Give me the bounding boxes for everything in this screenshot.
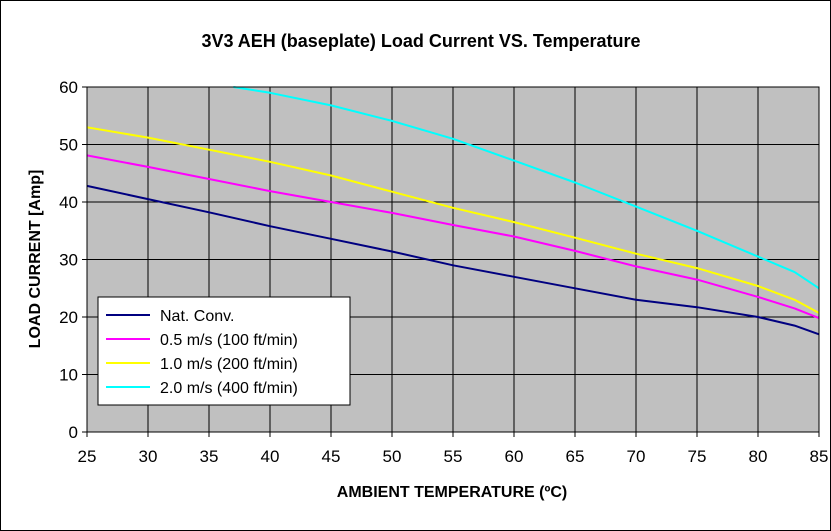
- y-tick-label: 0: [69, 423, 78, 442]
- series-line-1: [86, 184, 820, 336]
- chart-title: 3V3 AEH (baseplate) Load Current VS. Tem…: [201, 31, 640, 51]
- plot-border: [86, 86, 820, 433]
- legend-label: 2.0 m/s (400 ft/min): [160, 380, 298, 397]
- x-tick-label: 35: [200, 447, 219, 466]
- x-tick-label: 55: [444, 447, 463, 466]
- y-tick-label: 10: [59, 366, 78, 385]
- series-lines: [86, 86, 820, 336]
- series-line-4: [233, 86, 820, 290]
- legend-label: Nat. Conv.: [160, 308, 234, 325]
- series-line-3: [86, 126, 820, 314]
- y-tick-label: 40: [59, 193, 78, 212]
- y-tick-label: 20: [59, 308, 78, 327]
- tick-labels: 25 30 35 40 45 50 55 60 65 70 75 80 85 0 10 20 30 40 50 60: [59, 78, 828, 466]
- x-tick-label: 40: [261, 447, 280, 466]
- x-tick-label: 65: [566, 447, 585, 466]
- y-tick-label: 60: [59, 78, 78, 97]
- x-tick-label: 25: [78, 447, 97, 466]
- legend-label: 0.5 m/s (100 ft/min): [160, 332, 298, 349]
- y-tick-label: 50: [59, 136, 78, 155]
- x-tick-label: 85: [810, 447, 829, 466]
- legend-items: Nat. Conv. 0.5 m/s (100 ft/min) 1.0 m/s (2…: [106, 308, 298, 397]
- x-tick-label: 50: [383, 447, 402, 466]
- x-axis-title: AMBIENT TEMPERATURE (ºC): [337, 484, 567, 501]
- series-line-2: [86, 154, 820, 320]
- legend: Nat. Conv. 0.5 m/s (100 ft/min) 1.0 m/s (2…: [97, 296, 351, 406]
- x-tick-label: 80: [749, 447, 768, 466]
- x-tick-label: 70: [627, 447, 646, 466]
- legend-label: 1.0 m/s (200 ft/min): [160, 356, 298, 373]
- x-tick-label: 30: [139, 447, 158, 466]
- x-tick-label: 75: [688, 447, 707, 466]
- y-axis-title: LOAD CURRENT [Amp]: [27, 170, 44, 349]
- axes: [82, 86, 820, 437]
- x-tick-label: 60: [505, 447, 524, 466]
- x-tick-label: 45: [322, 447, 341, 466]
- y-tick-label: 30: [59, 251, 78, 270]
